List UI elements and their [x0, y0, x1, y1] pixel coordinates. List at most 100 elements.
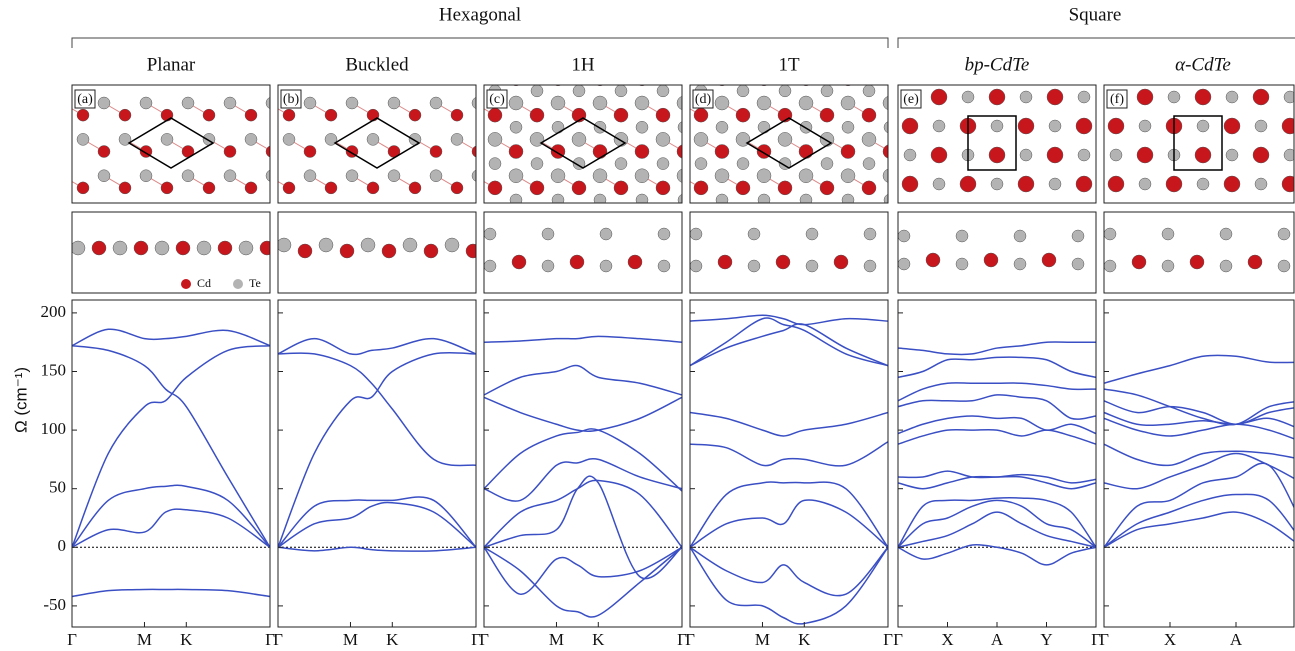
atom: [472, 170, 484, 182]
atom: [403, 238, 417, 252]
atom: [572, 132, 586, 146]
atom: [161, 182, 173, 194]
atom: [715, 72, 729, 86]
bond: [743, 212, 764, 224]
atom: [346, 97, 358, 109]
atom: [446, 60, 460, 74]
bond: [453, 212, 474, 224]
atom: [720, 48, 732, 60]
atom: [1195, 147, 1211, 163]
top-view: [568, 48, 981, 267]
atom: [820, 60, 834, 74]
x-tick-label: Γ: [273, 630, 283, 649]
bond: [705, 67, 726, 79]
atom: [552, 121, 564, 133]
atom: [98, 218, 110, 230]
atom: [841, 217, 855, 231]
atom: [628, 255, 642, 269]
top-view: [362, 48, 775, 267]
atom: [484, 260, 496, 272]
bond: [541, 212, 562, 224]
atom: [757, 217, 771, 231]
atom: [656, 132, 670, 146]
atom: [635, 217, 649, 231]
atom: [636, 194, 648, 206]
atom: [14, 170, 26, 182]
bond: [478, 248, 499, 260]
atom: [325, 109, 337, 121]
x-tick-label: A: [991, 630, 1004, 649]
atom: [570, 255, 584, 269]
atom: [551, 72, 565, 86]
atom: [841, 96, 855, 110]
atom: [266, 146, 278, 158]
top-view: [0, 61, 362, 267]
atom: [719, 72, 733, 86]
atom: [551, 169, 565, 183]
atom: [542, 228, 554, 240]
atom: [904, 60, 918, 74]
atom: [451, 109, 463, 121]
atom: [509, 145, 523, 159]
atom: [56, 73, 68, 85]
y-tick-label: 0: [58, 536, 67, 555]
atom: [1168, 91, 1180, 103]
phonon-band: [898, 342, 1096, 355]
bond: [125, 212, 146, 224]
atom: [736, 108, 750, 122]
atom: [991, 120, 1003, 132]
atom: [925, 217, 939, 231]
atom: [262, 218, 274, 230]
phonon-band: [898, 512, 1096, 547]
atom: [77, 255, 89, 267]
atom: [898, 230, 910, 242]
bond: [659, 67, 680, 79]
phonon-band: [278, 547, 476, 551]
atom: [799, 96, 813, 110]
atom: [652, 60, 666, 74]
y-tick-label: 50: [49, 478, 66, 497]
phonon-band: [898, 383, 1096, 401]
atom: [140, 97, 152, 109]
bond: [537, 212, 558, 224]
atom: [864, 228, 876, 240]
panel-label: (f): [1110, 92, 1124, 107]
atom: [304, 170, 316, 182]
bond: [457, 212, 478, 224]
atom: [946, 181, 960, 195]
plot: [484, 336, 682, 617]
bond: [251, 212, 272, 224]
atom: [71, 241, 85, 255]
atom: [552, 48, 564, 60]
atom: [367, 182, 379, 194]
atom: [883, 217, 897, 231]
atom: [594, 194, 606, 206]
atom: [677, 145, 691, 159]
atom: [883, 72, 897, 86]
bond: [209, 67, 230, 79]
bond: [415, 212, 436, 224]
atom: [698, 60, 712, 74]
phonon-band: [484, 366, 682, 395]
atom: [241, 61, 253, 73]
atom: [748, 228, 760, 240]
group-title: Hexagonal: [439, 4, 521, 25]
phonon-band: [898, 416, 1096, 434]
plot: [898, 342, 1096, 565]
atom: [510, 121, 522, 133]
atom: [0, 182, 5, 194]
plot: [690, 315, 888, 624]
atom: [425, 217, 439, 231]
atom: [694, 108, 708, 122]
bond: [499, 212, 520, 224]
atom: [933, 120, 945, 132]
atom: [447, 158, 459, 170]
atom: [277, 238, 291, 252]
atom: [304, 73, 316, 85]
atom: [736, 181, 750, 195]
atom: [426, 48, 438, 60]
atom: [1220, 260, 1232, 272]
atom: [14, 146, 26, 158]
atom: [931, 205, 947, 221]
atom: [884, 194, 896, 206]
